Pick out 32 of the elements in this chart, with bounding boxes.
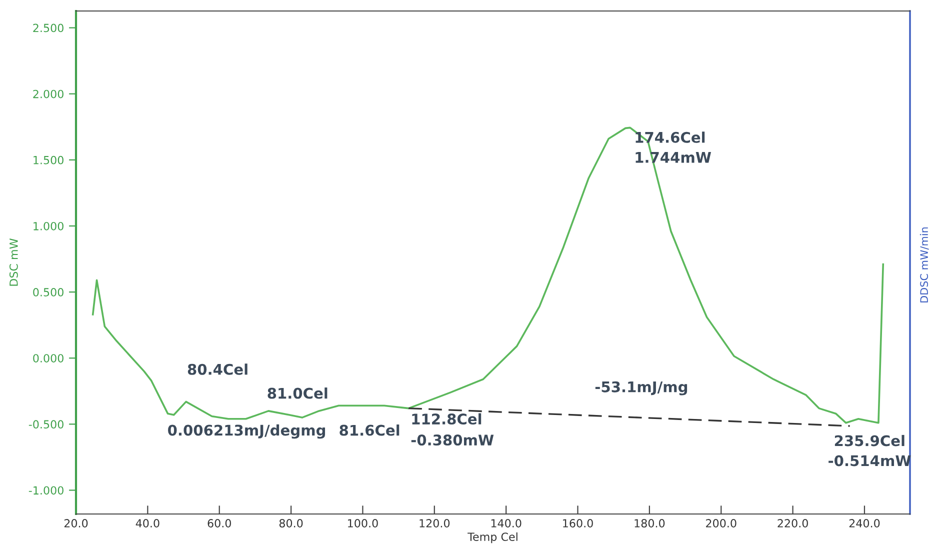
annotation: 0.006213mJ/degmg: [168, 424, 326, 439]
annotation: 81.6Cel: [340, 424, 400, 436]
annotation: 80.4Cel: [188, 364, 248, 375]
y-tick-label: 0.500: [33, 288, 64, 296]
x-tick-label: 220.0: [778, 519, 808, 528]
y-tick-label: -0.500: [28, 420, 64, 429]
y-axis-title: DSC mW: [9, 238, 18, 286]
annotation: 235.9Cel: [834, 434, 904, 446]
y-tick-label: 0.000: [33, 354, 64, 362]
x-tick-label: 40.0: [136, 519, 160, 528]
x-tick-label: 160.0: [563, 519, 593, 528]
line-series: [92, 126, 884, 424]
x-tick-label: 120.0: [420, 519, 450, 528]
annotation: -0.380mW: [411, 434, 494, 446]
y-tick-label: 2.500: [33, 24, 64, 32]
x-tick-label: 240.0: [849, 519, 880, 528]
y-tick-label: 1.000: [34, 222, 64, 230]
annotation: -53.1mJ/mg: [595, 381, 688, 396]
y-tick-label: 1.500: [34, 156, 64, 164]
x-tick-label: 60.0: [208, 519, 231, 528]
y-tick-label: -1.000: [28, 486, 64, 495]
annotation: 81.0Cel: [268, 387, 328, 399]
x-tick-label: 180.0: [634, 519, 665, 528]
x-tick-label: 20.0: [64, 519, 88, 528]
x-tick-label: 100.0: [348, 519, 378, 528]
x-axis-title: Temp Cel: [468, 532, 518, 544]
y-tick-label: 2.000: [33, 90, 64, 98]
x-tick-label: 80.0: [279, 519, 303, 528]
x-tick-label: 140.0: [491, 519, 522, 528]
y2-axis-title: DDSC mW/min: [920, 227, 929, 302]
annotation: 112.8Cel: [412, 413, 482, 425]
x-tick-label: 200.0: [706, 519, 736, 528]
